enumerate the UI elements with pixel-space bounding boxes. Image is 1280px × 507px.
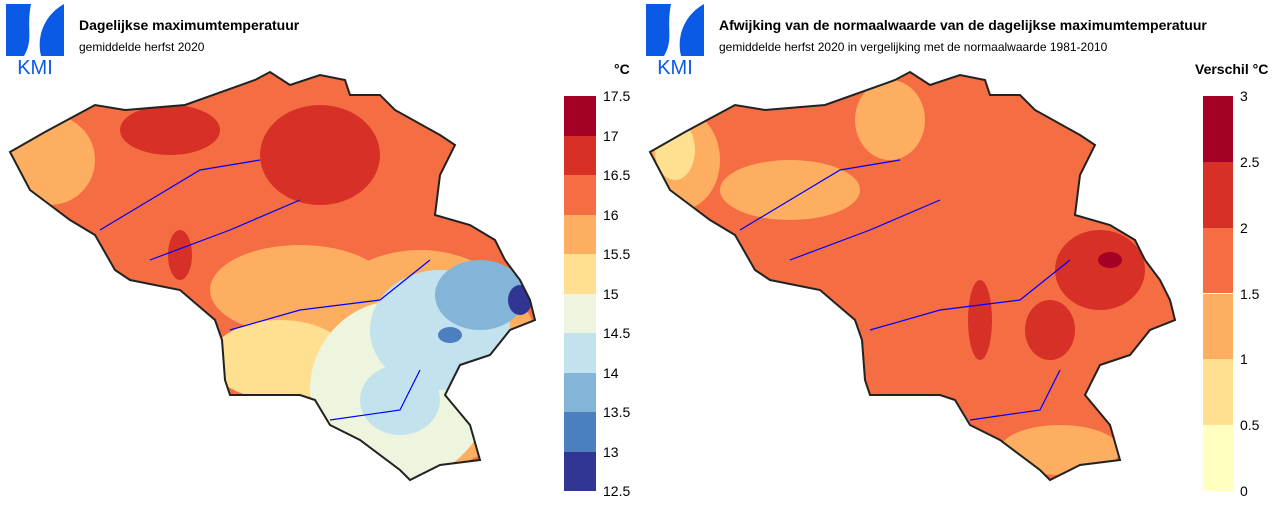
legend-tick: 15.5 xyxy=(603,246,631,262)
legend-tick: 1 xyxy=(1240,351,1248,367)
map-subtitle: gemiddelde herfst 2020 in vergelijking m… xyxy=(719,40,1108,54)
map-subtitle: gemiddelde herfst 2020 xyxy=(79,40,205,54)
legend-tick: 13.5 xyxy=(603,404,631,420)
legend-tick: 2.5 xyxy=(1240,154,1260,170)
legend-tick: 1.5 xyxy=(1240,285,1260,302)
map-title: Afwijking van de normaalwaarde van de da… xyxy=(719,17,1207,33)
kmi-logo: KMI xyxy=(6,4,64,76)
left-panel: KMI Dagelijkse maximumtemperatuur gemidd… xyxy=(6,4,631,499)
kmi-logo: KMI xyxy=(646,4,704,76)
legend-tick: 3 xyxy=(1240,88,1248,104)
legend-tick: 17 xyxy=(603,127,619,144)
temperature-map xyxy=(9,71,536,481)
legend-tick: 14 xyxy=(603,364,619,381)
anomaly-map xyxy=(649,71,1176,481)
legend-tick: 0.5 xyxy=(1240,417,1260,433)
color-legend xyxy=(1203,96,1233,491)
legend-tick: 14.5 xyxy=(603,325,631,341)
legend-tick: 17.5 xyxy=(603,88,631,104)
legend-tick: 13 xyxy=(603,443,619,460)
legend-tick: 16 xyxy=(603,206,619,223)
legend-tick: 15 xyxy=(603,285,619,302)
svg-text:KMI: KMI xyxy=(657,57,693,76)
svg-text:KMI: KMI xyxy=(17,57,53,76)
legend-tick: 16.5 xyxy=(603,167,631,183)
legend-unit: Verschil °C xyxy=(1195,61,1269,77)
color-legend xyxy=(564,96,596,491)
right-panel: KMI Afwijking van de normaalwaarde van d… xyxy=(640,0,1280,507)
legend-tick: 0 xyxy=(1240,483,1248,499)
legend-unit: °C xyxy=(614,61,630,77)
legend-tick: 2 xyxy=(1240,220,1248,236)
legend-tick: 12.5 xyxy=(603,483,631,499)
map-title: Dagelijkse maximumtemperatuur xyxy=(79,17,300,33)
